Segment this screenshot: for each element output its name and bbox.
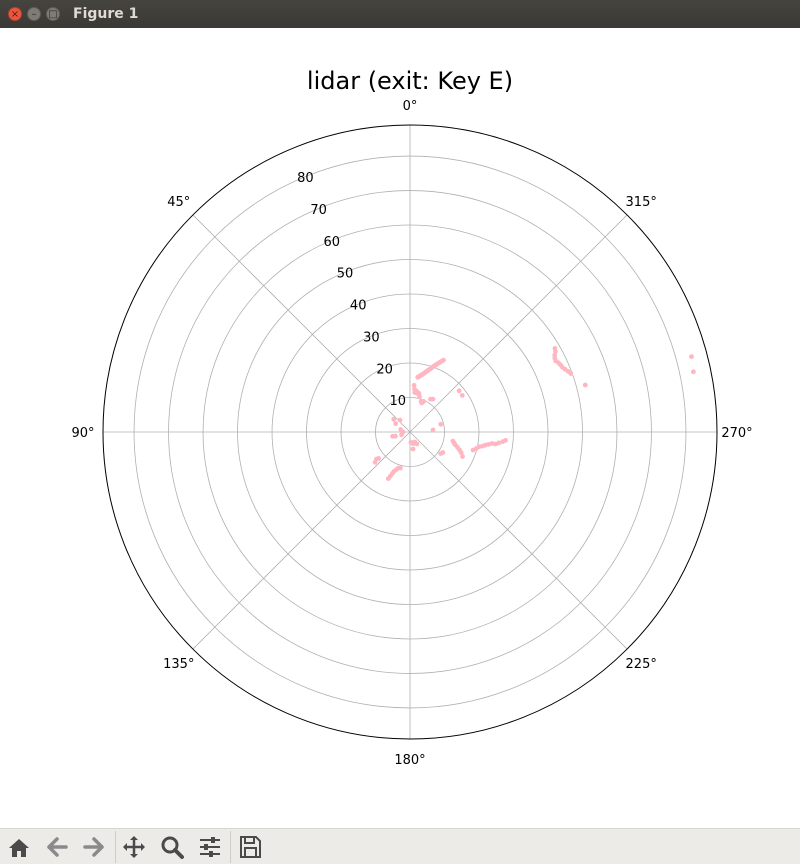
angular-grid-line	[409, 431, 628, 650]
arrow-left-icon	[47, 837, 68, 857]
configure-subplots-button[interactable]	[197, 834, 223, 860]
angle-tick-label: 270°	[721, 426, 752, 441]
window-title: Figure 1	[73, 6, 139, 22]
data-point	[582, 382, 588, 388]
data-point	[410, 446, 416, 452]
data-point	[460, 454, 465, 459]
data-point	[438, 421, 444, 427]
data-point	[372, 459, 378, 465]
radial-tick-label: 80	[297, 171, 314, 186]
data-point	[430, 396, 436, 402]
angular-grid-line	[409, 214, 628, 433]
save-floppy-icon	[240, 836, 261, 858]
chart-title: lidar (exit: Key E)	[307, 67, 513, 95]
angular-grid-line	[192, 214, 411, 433]
polar-chart: lidar (exit: Key E) 0° 45° 90° 135° 180° 225°…	[71, 67, 752, 768]
window-titlebar: × – □ Figure 1	[0, 0, 800, 28]
data-point	[430, 427, 436, 433]
toolbar-separator	[115, 831, 116, 863]
radial-tick-label: 30	[363, 330, 380, 345]
window-minimize-button[interactable]: –	[27, 7, 41, 21]
data-point	[496, 440, 502, 446]
polar-grid	[102, 124, 718, 740]
data-point	[398, 427, 404, 432]
data-point	[503, 438, 508, 443]
radial-tick-label: 10	[390, 394, 407, 409]
save-figure-button[interactable]	[237, 834, 263, 860]
angle-tick-label: 180°	[394, 753, 425, 768]
data-point	[417, 394, 422, 400]
toolbar-separator	[230, 831, 231, 863]
radial-tick-label: 50	[337, 267, 354, 282]
data-point	[568, 371, 574, 376]
data-point	[459, 393, 465, 398]
back-button[interactable]	[44, 834, 70, 860]
polar-frame	[102, 124, 718, 740]
pan-move-icon	[123, 836, 145, 858]
home-icon	[9, 839, 29, 857]
angle-tick-label: 45°	[167, 195, 190, 210]
radial-tick-label: 60	[324, 235, 341, 250]
data-point	[691, 369, 696, 375]
angle-tick-label: 225°	[626, 657, 657, 672]
data-point	[486, 442, 491, 447]
window-close-button[interactable]: ×	[8, 7, 22, 21]
data-point	[421, 399, 426, 404]
forward-button[interactable]	[81, 834, 107, 860]
arrow-right-icon	[83, 837, 104, 857]
radial-tick-label: 40	[350, 299, 367, 314]
zoom-magnifier-icon	[161, 836, 184, 859]
window-maximize-button[interactable]: □	[46, 7, 60, 21]
data-point	[441, 357, 446, 363]
angle-tick-label: 90°	[71, 426, 94, 441]
zoom-button[interactable]	[159, 834, 185, 860]
tick-labels: 0° 45° 90° 135° 180° 225° 270° 315° 10 20 30 40 50 60…	[71, 99, 752, 768]
data-point	[553, 349, 558, 354]
data-point	[393, 421, 399, 427]
data-point	[385, 476, 391, 481]
angle-tick-label: 135°	[163, 657, 194, 672]
data-point	[458, 450, 464, 456]
radial-tick-label: 70	[310, 203, 327, 218]
data-point	[456, 388, 462, 394]
home-button[interactable]	[6, 834, 32, 860]
angular-grid-line	[192, 431, 411, 650]
angle-tick-label: 315°	[626, 195, 657, 210]
data-point	[689, 354, 694, 359]
data-points	[372, 346, 696, 481]
data-point	[438, 451, 444, 456]
data-point	[397, 417, 403, 423]
figure-canvas[interactable]: lidar (exit: Key E) 0° 45° 90° 135° 180° 225°…	[0, 28, 800, 828]
angle-tick-label: 0°	[403, 99, 418, 114]
data-point	[408, 439, 414, 445]
navigation-toolbar	[0, 828, 800, 864]
data-point	[411, 382, 417, 388]
radial-tick-label: 20	[376, 362, 393, 377]
subplot-sliders-icon	[200, 837, 220, 857]
data-point	[391, 416, 397, 422]
data-point	[393, 433, 398, 439]
pan-button[interactable]	[121, 834, 147, 860]
